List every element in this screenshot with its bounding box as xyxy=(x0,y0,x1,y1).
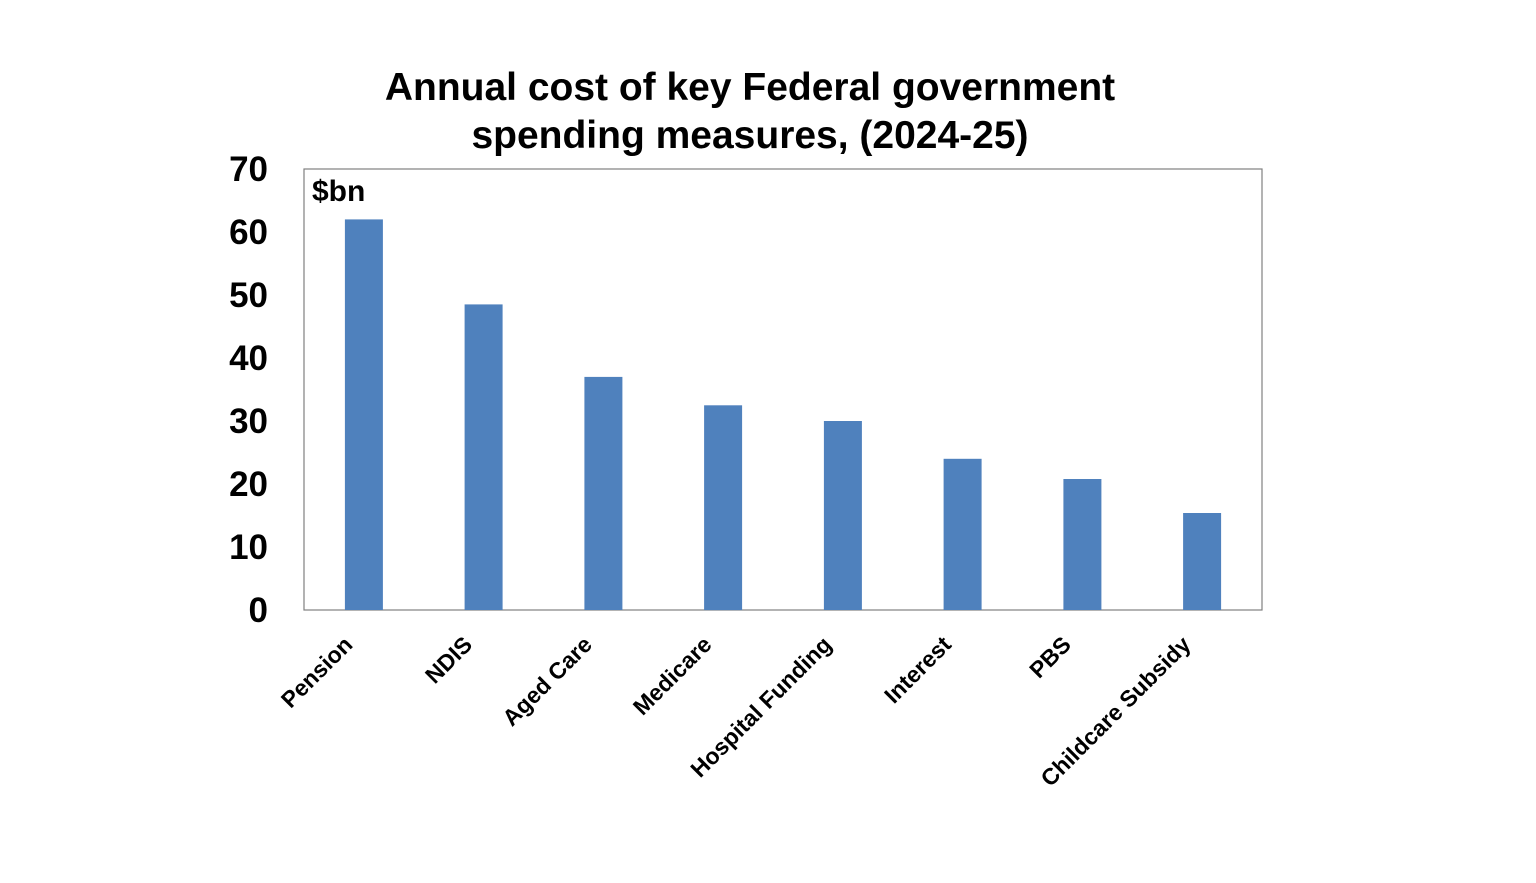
y-axis-unit-label: $bn xyxy=(312,175,365,208)
bar xyxy=(704,405,743,611)
bar xyxy=(584,376,623,610)
bar xyxy=(464,304,503,610)
y-tick-label: 60 xyxy=(229,213,268,252)
bar xyxy=(344,219,383,610)
x-category-label: NDIS xyxy=(420,631,477,688)
y-tick-label: 20 xyxy=(229,465,268,504)
y-tick-label: 40 xyxy=(229,339,268,378)
x-category-label: Aged Care xyxy=(497,631,597,731)
bars-group xyxy=(344,219,1222,611)
y-tick-label: 70 xyxy=(229,150,268,189)
x-category-label: Interest xyxy=(879,631,956,708)
chart-title: Annual cost of key Federal government sp… xyxy=(385,66,1115,157)
bar xyxy=(943,458,982,610)
bar xyxy=(1063,479,1102,610)
x-category-label: Pension xyxy=(276,631,358,713)
chart-title-line-1: Annual cost of key Federal government xyxy=(385,66,1115,109)
y-tick-label: 0 xyxy=(249,591,268,630)
x-category-label: Medicare xyxy=(628,631,717,720)
x-category-label: PBS xyxy=(1024,631,1076,683)
y-tick-label: 50 xyxy=(229,276,268,315)
y-tick-label: 30 xyxy=(229,402,268,441)
plot-area-frame xyxy=(303,168,1263,611)
y-axis-ticks: 0 10 20 30 40 50 60 70 xyxy=(229,150,268,630)
bar xyxy=(823,421,862,610)
y-tick-label: 10 xyxy=(229,528,268,567)
bar xyxy=(1183,513,1222,610)
chart-title-line-2: spending measures, (2024-25) xyxy=(471,114,1028,157)
